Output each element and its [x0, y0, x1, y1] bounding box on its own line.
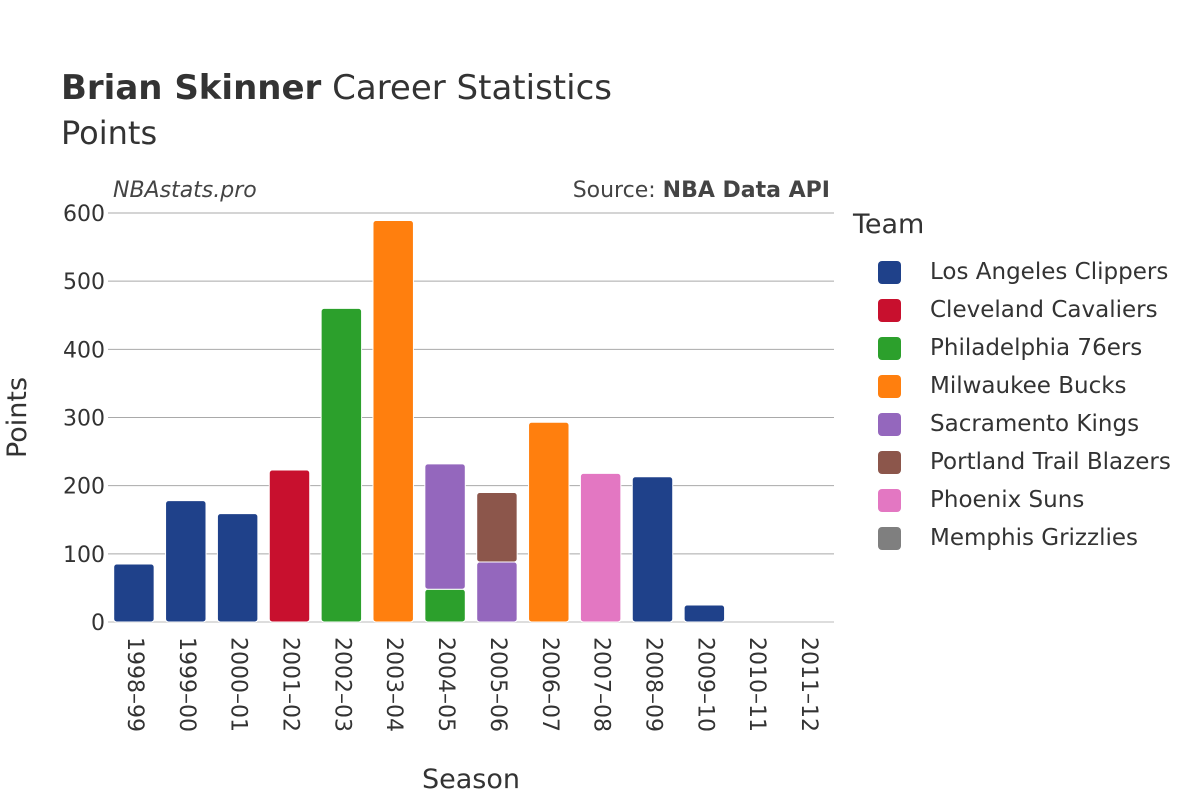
legend-label: Philadelphia 76ers: [930, 335, 1143, 361]
legend-item[interactable]: Memphis Grizzlies: [853, 519, 1171, 557]
legend-item[interactable]: Portland Trail Blazers: [853, 443, 1171, 481]
y-tick-label: 600: [63, 202, 105, 227]
x-tick-label: 2006–07: [537, 637, 562, 732]
x-tick-label: 1999–00: [174, 637, 199, 732]
legend-label: Phoenix Suns: [930, 487, 1085, 513]
bar: [631, 476, 674, 623]
x-tick-label: 2009–10: [692, 637, 717, 732]
legend-swatch: [878, 336, 901, 360]
source-credit: Source: NBA Data API: [573, 178, 830, 203]
x-tick-label: 2004–05: [433, 637, 458, 732]
x-axis-title: Season: [422, 764, 520, 795]
legend-label: Memphis Grizzlies: [930, 525, 1138, 551]
x-tick-label: 2000–01: [226, 637, 251, 732]
x-tick-label: 2007–08: [589, 637, 614, 732]
legend-items: Los Angeles Clippers Cleveland Cavaliers P…: [853, 253, 1171, 557]
legend-item[interactable]: Phoenix Suns: [853, 481, 1171, 519]
y-tick-label: 300: [63, 407, 105, 432]
legend-item[interactable]: Los Angeles Clippers: [853, 253, 1171, 291]
bar: [165, 500, 207, 623]
legend-item[interactable]: Philadelphia 76ers: [853, 329, 1171, 367]
legend-swatch: [878, 298, 901, 322]
legend-swatch: [878, 374, 901, 398]
bar: [424, 463, 466, 590]
x-tick-label: 2010–11: [744, 637, 769, 732]
y-tick-label: 500: [63, 270, 105, 295]
x-tick-label: 2008–09: [641, 637, 666, 732]
y-axis-title: Points: [2, 377, 33, 458]
bar: [683, 604, 726, 623]
chart-title: Brian Skinner Career Statistics: [61, 68, 612, 108]
x-tick-label: 2002–03: [329, 637, 354, 732]
chart-subtitle: Points: [61, 114, 158, 152]
legend-label: Portland Trail Blazers: [930, 449, 1171, 475]
x-tick-label: 1998–99: [122, 637, 147, 732]
legend-label: Sacramento Kings: [930, 411, 1140, 437]
y-tick-label: 200: [63, 475, 105, 500]
bar: [528, 421, 570, 623]
legend-label: Milwaukee Bucks: [930, 373, 1127, 399]
x-tick-label: 2003–04: [381, 637, 406, 732]
legend-swatch: [878, 412, 901, 436]
title-rest: Career Statistics: [332, 68, 612, 108]
watermark: NBAstats.pro: [113, 178, 257, 203]
x-tick-label: 2011–12: [796, 637, 821, 732]
bar: [579, 472, 622, 623]
source-name: NBA Data API: [662, 178, 830, 203]
legend-swatch: [878, 526, 901, 550]
source-prefix: Source:: [572, 178, 663, 203]
legend-item[interactable]: Cleveland Cavaliers: [853, 291, 1171, 329]
bar: [476, 491, 518, 563]
y-tick-label: 100: [63, 543, 105, 568]
legend-swatch: [878, 450, 901, 474]
legend-label: Los Angeles Clippers: [930, 259, 1169, 285]
legend-title: Team: [853, 209, 925, 240]
x-tick-label: 2005–06: [485, 637, 510, 732]
x-tick-label: 2001–02: [278, 637, 303, 732]
bar: [424, 588, 466, 623]
player-name: Brian Skinner: [61, 68, 322, 108]
legend-label: Cleveland Cavaliers: [930, 297, 1158, 323]
legend: Team Los Angeles Clippers Cleveland Caval…: [853, 207, 1171, 557]
legend-item[interactable]: Milwaukee Bucks: [853, 367, 1171, 405]
legend-swatch: [878, 260, 901, 284]
bar: [113, 563, 155, 623]
bar: [268, 469, 311, 623]
bar: [216, 513, 259, 623]
legend-swatch: [878, 488, 901, 512]
y-tick-label: 0: [91, 611, 105, 636]
y-tick-label: 400: [63, 338, 105, 363]
bar: [476, 561, 518, 623]
bar: [320, 307, 363, 623]
bar: [372, 219, 414, 623]
legend-item[interactable]: Sacramento Kings: [853, 405, 1171, 443]
